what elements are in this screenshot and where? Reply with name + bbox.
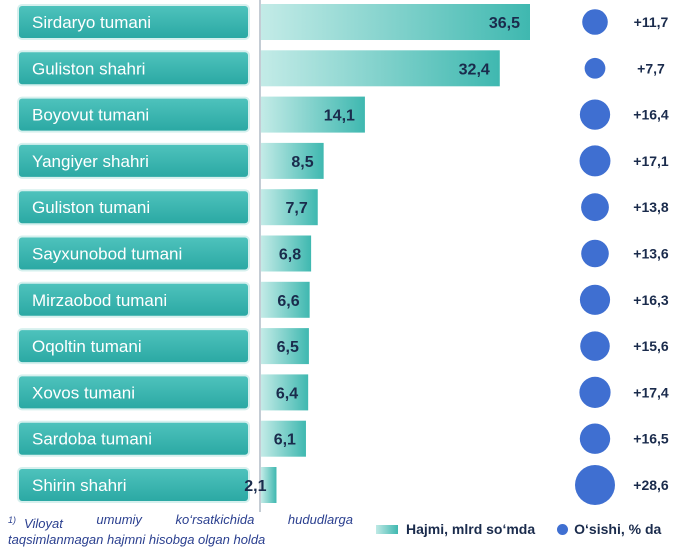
category-label-box: [17, 96, 250, 133]
growth-value-label: +17,4: [633, 384, 669, 400]
category-label: Sardoba tumani: [32, 430, 152, 449]
growth-value-label: +28,6: [633, 477, 669, 493]
growth-bubble: [579, 376, 611, 408]
bar-value-label: 6,8: [279, 247, 301, 264]
category-label: Mirzaobod tumani: [32, 291, 167, 310]
category-label-box: [17, 50, 250, 87]
legend-volume-label: Hajmi, mlrd so‘mda: [406, 521, 536, 537]
footnote-word: hududlarga: [287, 512, 353, 527]
footnote-word: ko‘rsatkichida: [175, 512, 255, 527]
growth-value-label: +16,3: [633, 292, 669, 308]
bar-value-label: 7,7: [285, 200, 307, 217]
category-label-box: [17, 374, 250, 411]
bar: [261, 96, 365, 133]
bar-value-label: 6,4: [276, 385, 298, 402]
growth-bubble: [579, 423, 611, 454]
growth-bubble: [579, 145, 611, 177]
legend-bubble-swatch: [557, 523, 569, 535]
footnote: 1) Viloyat umumiy ko‘rsatkichida hududlar…: [8, 512, 353, 548]
growth-value-label: +7,7: [637, 60, 665, 76]
growth-value-label: +16,5: [633, 431, 669, 447]
growth-bubble: [581, 193, 609, 222]
footnote-word: Viloyat: [24, 516, 63, 531]
growth-bubble: [580, 331, 610, 361]
growth-bubble: [584, 57, 606, 79]
bar: [261, 235, 312, 272]
footnote-word: umumiy: [96, 512, 142, 527]
bar-value-label: 14,1: [324, 108, 355, 125]
growth-value-label: +17,1: [633, 153, 669, 169]
category-label: Guliston tumani: [32, 198, 150, 217]
growth-bubble: [582, 9, 608, 35]
bar-value-label: 36,5: [489, 15, 520, 32]
bar: [261, 420, 306, 457]
bar-value-label: 6,6: [277, 293, 299, 310]
footnote-marker: 1): [8, 515, 17, 525]
bar: [261, 467, 277, 503]
category-label: Yangiyer shahri: [32, 152, 149, 171]
growth-value-label: +16,4: [633, 107, 669, 123]
legend: Hajmi, mlrd so‘mda O‘sishi, % da: [376, 521, 661, 537]
bar-value-label: 2,1: [244, 478, 266, 495]
category-label-box: [17, 4, 250, 40]
category-label-box: [17, 142, 250, 179]
bar-bubble-chart: Sirdaryo tumani 36,5 +11,7 Guliston shahri 3…: [17, 0, 669, 512]
bar: [261, 50, 500, 87]
growth-value-label: +13,6: [633, 246, 669, 262]
category-label-box: [17, 189, 250, 226]
bar: [261, 281, 310, 318]
bar: [261, 189, 318, 226]
category-label: Xovos tumani: [32, 383, 135, 402]
growth-bubble: [579, 99, 611, 130]
bar: [261, 4, 530, 40]
growth-bubble: [575, 465, 615, 505]
category-label: Oqoltin tumani: [32, 337, 142, 356]
category-label-box: [17, 281, 250, 318]
bar: [261, 374, 309, 411]
footnote-line-2: taqsimlanmagan hajmni hisobga olgan hold…: [8, 532, 266, 547]
category-label: Sayxunobod tumani: [32, 245, 182, 264]
growth-value-label: +11,7: [634, 14, 669, 30]
legend-growth-label: O‘sishi, % da: [574, 521, 662, 537]
growth-value-label: +13,8: [633, 199, 669, 215]
growth-bubble: [581, 239, 609, 268]
category-label: Shirin shahri: [32, 476, 127, 495]
growth-bubble: [579, 284, 611, 315]
bar-value-label: 6,5: [277, 339, 299, 356]
category-label-box: [17, 235, 250, 272]
bar: [261, 328, 309, 365]
category-label-box: [17, 420, 250, 457]
bar-value-label: 8,5: [291, 154, 313, 171]
bar-value-label: 32,4: [459, 61, 490, 78]
category-label: Sirdaryo tumani: [32, 13, 151, 32]
category-label-box: [17, 328, 250, 365]
category-label-box: [17, 467, 250, 503]
category-label: Guliston shahri: [32, 59, 145, 78]
footnote-line-1: 1) Viloyat umumiy ko‘rsatkichida hududlar…: [8, 512, 353, 532]
bar: [261, 142, 324, 179]
legend-bar-swatch: [376, 524, 398, 534]
growth-value-label: +15,6: [633, 338, 669, 354]
bar-value-label: 6,1: [274, 432, 296, 449]
category-label: Boyovut tumani: [32, 106, 149, 125]
